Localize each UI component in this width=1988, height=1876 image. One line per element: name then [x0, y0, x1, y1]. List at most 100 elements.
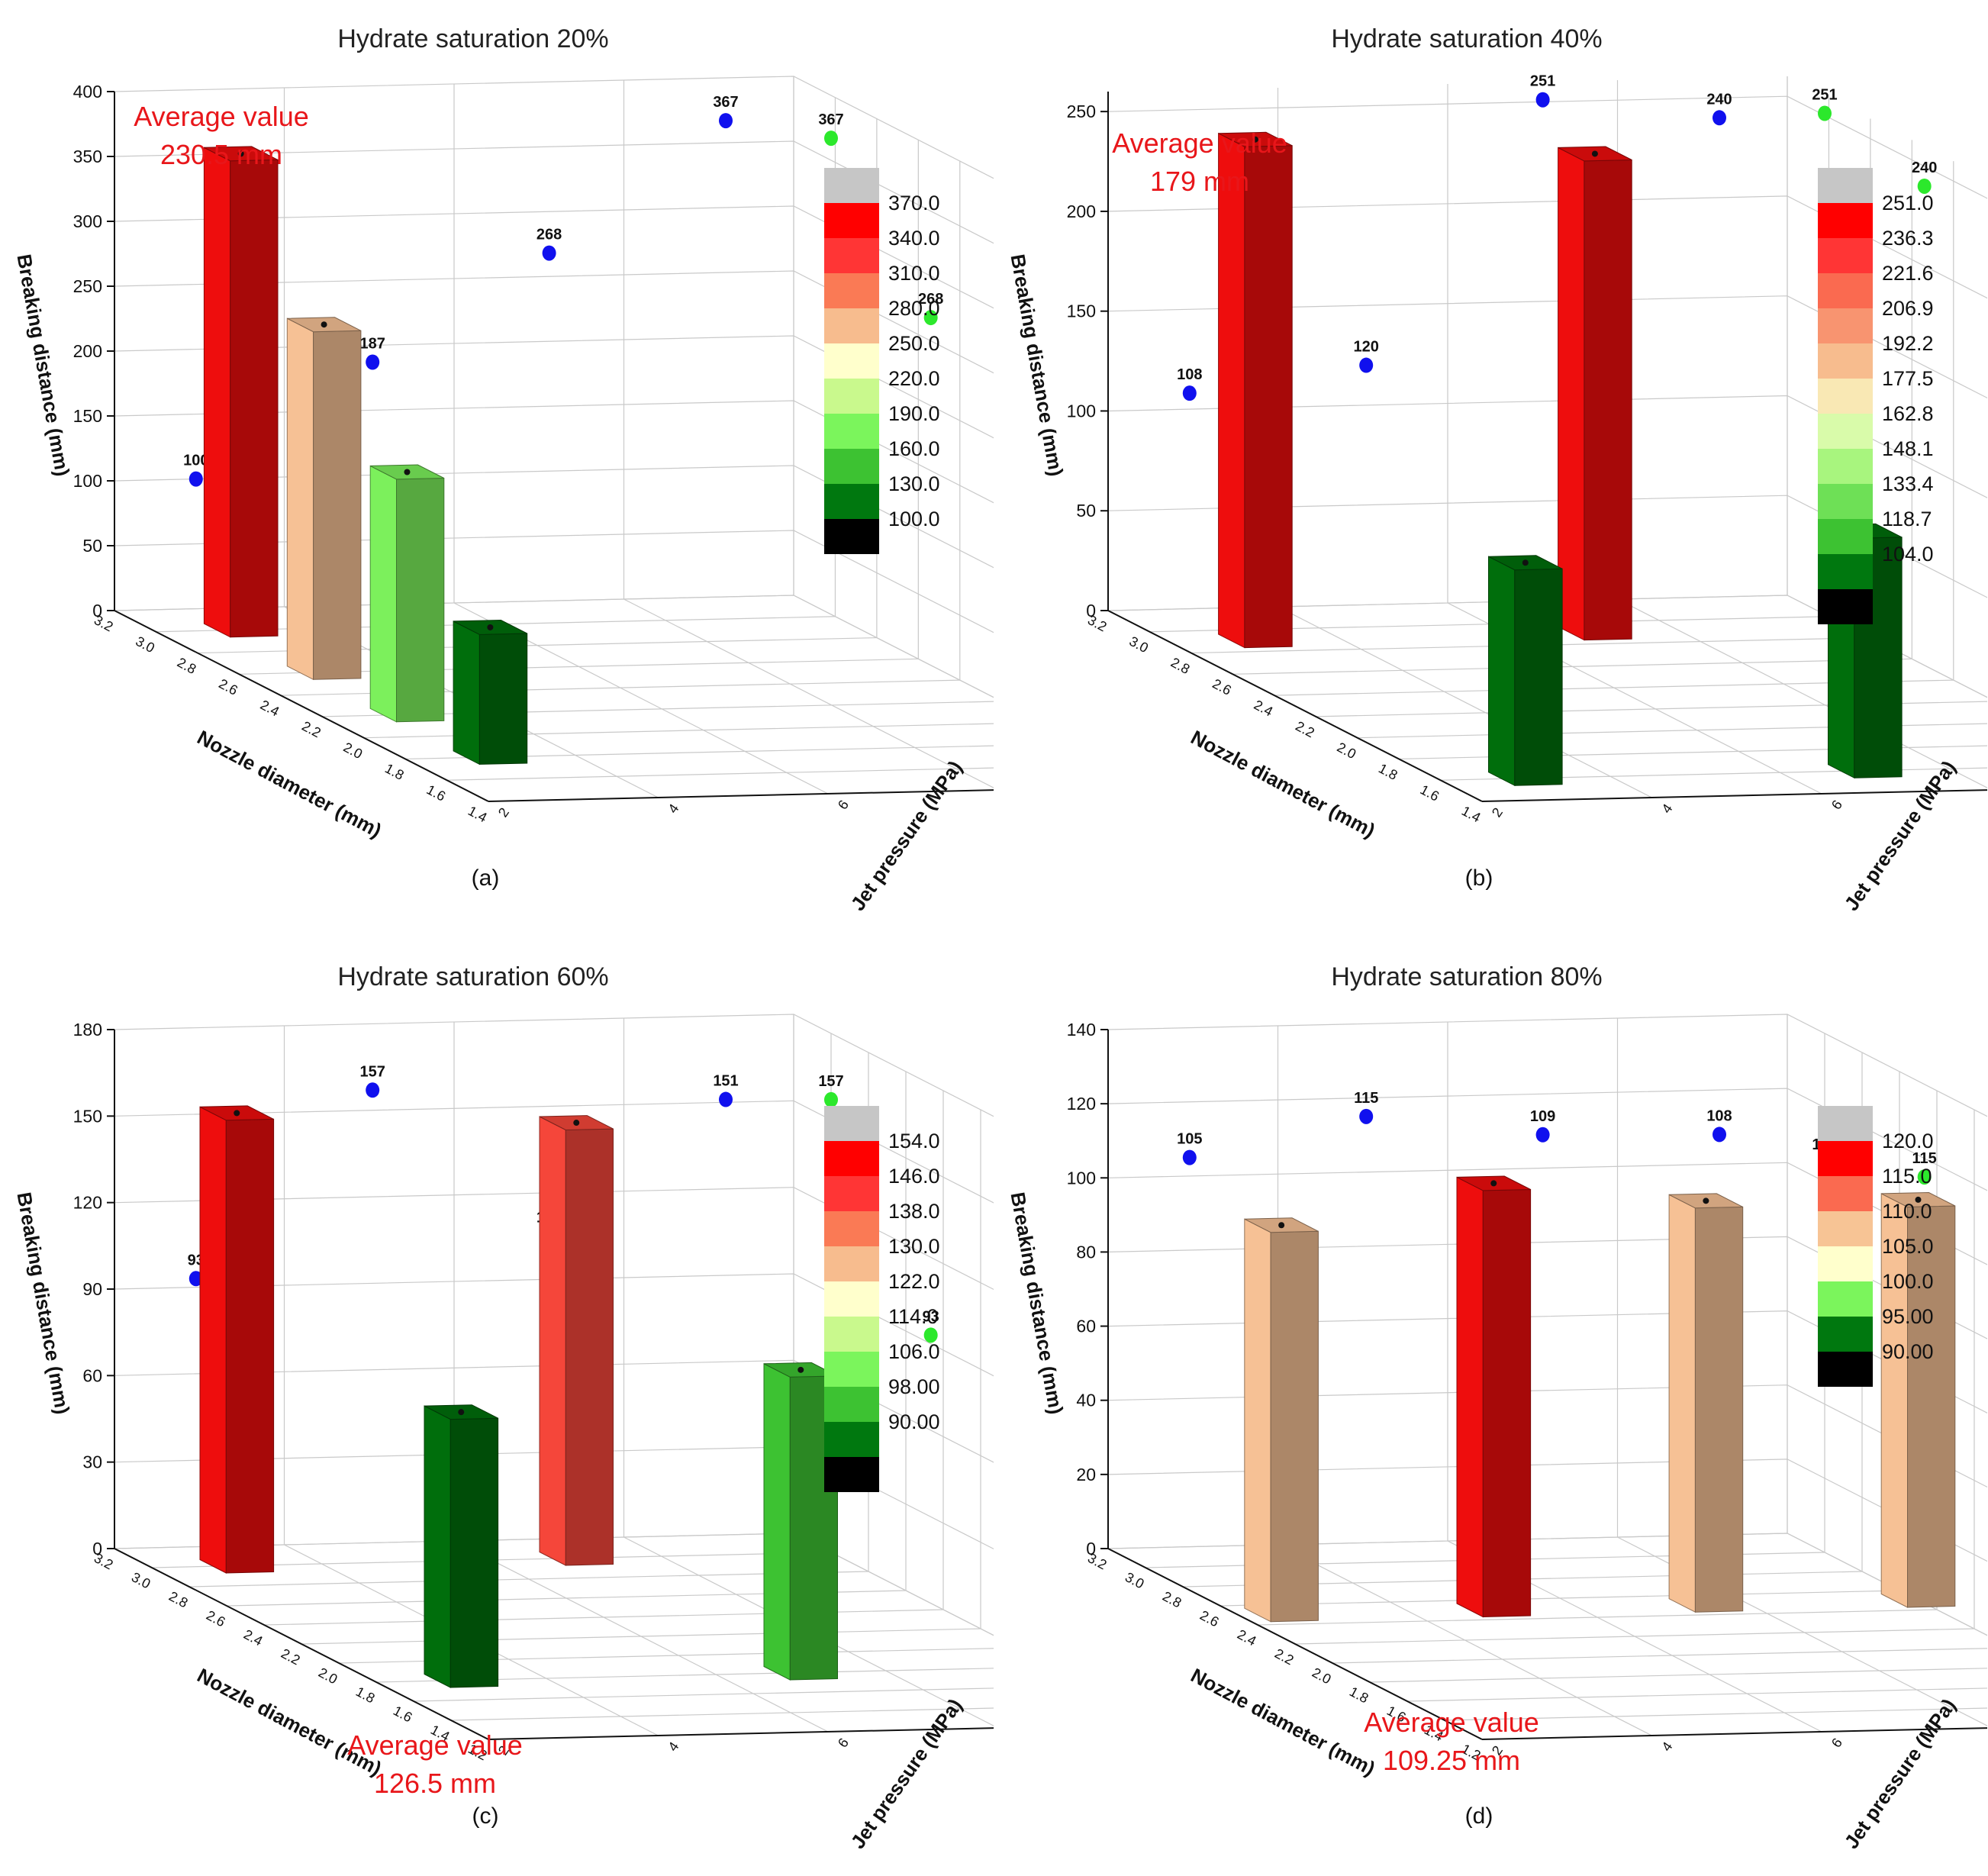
colorbar-label: 310.0	[888, 262, 940, 285]
pressure-axis	[1481, 789, 1987, 802]
floor-line-v	[450, 1707, 994, 1721]
chart-title: Hydrate saturation 80%	[1331, 962, 1602, 991]
colorbar-label: 162.8	[1882, 402, 1934, 425]
nozzle-tick-label: 2.4	[1252, 697, 1275, 719]
point-label: 157	[360, 1063, 385, 1080]
nozzle-tick-label: 3.0	[1123, 1569, 1146, 1591]
z-tick-label: 150	[1067, 301, 1096, 321]
average-label: Average value	[134, 101, 309, 132]
pressure-tick-label: 6	[1829, 1736, 1845, 1751]
bar	[199, 1105, 275, 1574]
point-back-wall	[1917, 178, 1932, 194]
nozzle-tick-label: 2.6	[204, 1607, 227, 1629]
colorbar-segment	[1818, 343, 1873, 379]
nozzle-tick-label: 2.2	[1272, 1646, 1296, 1668]
pressure-tick-label: 2	[495, 805, 512, 820]
z-tick-label: 140	[1067, 1020, 1096, 1040]
z-axis-label: Breaking distance (mm)	[1006, 1191, 1068, 1416]
colorbar-label: 122.0	[888, 1270, 940, 1293]
point-left-wall	[542, 245, 556, 261]
bars	[1218, 131, 1903, 787]
bar-face-front	[369, 465, 397, 723]
bar-error-cap	[1490, 1180, 1497, 1187]
bar-face-side	[396, 477, 445, 723]
colorbar: 120.0 115.0 110.0 105.0 100.0 95.00 90.00	[1818, 1106, 1934, 1387]
chart-svg: Hydrate saturation 20% 0 50 100 150 200 250 300…	[12, 24, 994, 915]
floor-line-v	[301, 1628, 981, 1645]
z-tick-label: 350	[73, 147, 102, 166]
panel-b: Hydrate saturation 40% 0 50 100 150 200 250 3.2…	[994, 0, 1987, 938]
bar-face-front	[203, 147, 231, 638]
colorbar-label: 340.0	[888, 227, 940, 250]
floor-line-u	[623, 598, 994, 788]
bar-face-side	[1907, 1205, 1956, 1608]
colorbar-segment	[824, 343, 879, 379]
z-tick-label: 30	[82, 1452, 102, 1472]
colorbar-segment	[824, 1422, 879, 1457]
bar	[286, 317, 362, 681]
floor-line-v	[188, 1571, 869, 1588]
bar	[1558, 146, 1632, 641]
panel-a: Hydrate saturation 20% 0 50 100 150 200 250 300…	[0, 0, 994, 938]
point-label: 240	[1706, 91, 1732, 108]
colorbar-segment	[824, 1176, 879, 1211]
colorbar-label: 206.9	[1882, 297, 1934, 320]
point-left-wall	[1713, 1127, 1726, 1143]
colorbar-segment	[1818, 273, 1873, 308]
z-tick-label: 250	[73, 276, 102, 296]
colorbar-label: 148.1	[1882, 437, 1934, 460]
colorbar-segment	[824, 414, 879, 449]
pressure-tick-label: 6	[1829, 798, 1845, 813]
point-label: 240	[1912, 160, 1937, 176]
pressure-tick-label: 4	[665, 1739, 681, 1755]
average-label: Average value	[1112, 127, 1287, 159]
bar-face-side	[225, 1118, 275, 1574]
colorbar-label: 251.0	[1882, 192, 1934, 214]
z-grid-line	[1107, 1459, 1987, 1562]
bar-error-cap	[1252, 136, 1258, 143]
panel-c: Hydrate saturation 60% 0 30 60 90 120 150 180 3.…	[0, 938, 994, 1876]
colorbar-segment	[824, 519, 879, 554]
z-tick-label: 300	[73, 211, 102, 231]
panel-caption: (d)	[1465, 1803, 1493, 1829]
z-tick-label: 120	[73, 1193, 102, 1213]
nozzle-tick-label: 2.2	[1293, 718, 1316, 740]
pressure-axis-label: Jet pressure (MPa)	[846, 1694, 967, 1853]
colorbar-label: 177.5	[1882, 367, 1934, 390]
colorbar-label: 130.0	[888, 1235, 940, 1258]
average-label: Average value	[347, 1729, 523, 1761]
colorbar-segment	[1818, 449, 1873, 484]
bar-error-cap	[1278, 1222, 1285, 1229]
bar-error-cap	[1522, 559, 1529, 566]
colorbar-label: 236.3	[1882, 227, 1934, 250]
colorbar-segment	[1818, 1352, 1873, 1387]
bar-error-cap	[404, 469, 411, 475]
point-left-wall	[719, 113, 733, 129]
nozzle-tick-label: 2.4	[258, 697, 282, 719]
bar	[1456, 1175, 1532, 1618]
colorbar-label: 250.0	[888, 332, 940, 355]
colorbar-label: 154.0	[888, 1130, 940, 1152]
colorbar-segment	[824, 168, 879, 203]
colorbar-label: 106.0	[888, 1340, 940, 1363]
z-tick-label: 100	[1067, 1168, 1096, 1188]
floor-line-u	[1278, 606, 1652, 798]
point-left-wall	[188, 471, 203, 487]
point-label: 109	[1530, 1108, 1555, 1125]
floor-line-u	[1617, 598, 1987, 788]
colorbar-segment	[824, 1352, 879, 1387]
bars	[199, 1105, 838, 1688]
bar-face-front	[1456, 1176, 1484, 1618]
colorbar-label: 220.0	[888, 367, 940, 390]
colorbar-segment	[824, 1106, 879, 1141]
bar-face-side	[1270, 1230, 1319, 1623]
bar-error-cap	[1915, 1196, 1922, 1203]
colorbar-segment	[824, 203, 879, 238]
z-tick-label: 0	[1086, 1539, 1096, 1558]
colorbar-segment	[1818, 1246, 1873, 1281]
nozzle-tick-label: 2.0	[1335, 740, 1358, 762]
bar-face-side	[1244, 145, 1293, 649]
nozzle-tick-label: 3.0	[1126, 633, 1150, 656]
nozzle-tick-label: 2.4	[241, 1626, 265, 1649]
pressure-axis	[1481, 1727, 1987, 1740]
